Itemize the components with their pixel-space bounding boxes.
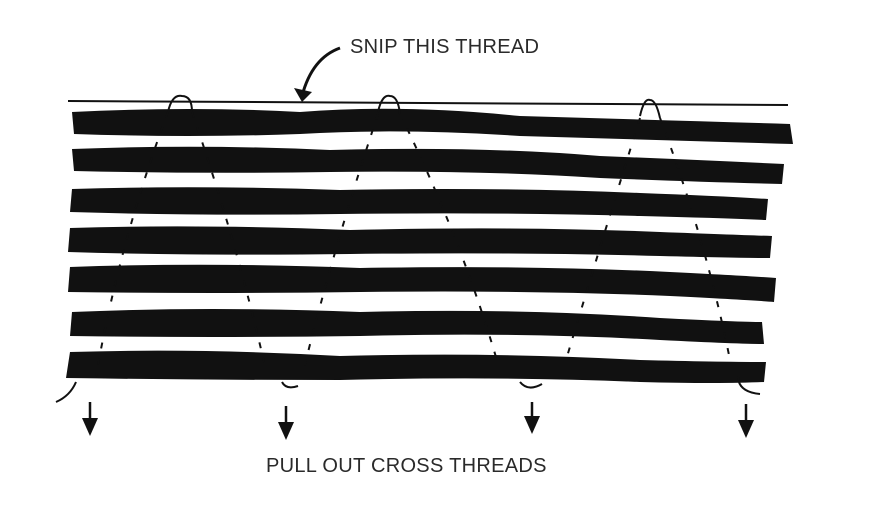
snip-callout-arrow: [294, 46, 341, 102]
cross-thread-loops: [167, 94, 661, 119]
thread-tails: [55, 375, 761, 403]
cross-thread: [399, 113, 499, 365]
cross-thread: [659, 117, 731, 361]
thread-band: [66, 350, 766, 383]
pull-arrows: [82, 402, 754, 440]
thread-band: [70, 187, 768, 220]
pull-arrow-icon: [524, 402, 540, 434]
snip-label: SNIP THIS THREAD: [350, 36, 540, 58]
thread-band: [68, 264, 776, 302]
pull-arrow-icon: [278, 406, 294, 440]
pull-label: PULL OUT CROSS THREADS: [266, 455, 547, 477]
top-thread-line: [67, 100, 789, 106]
pull-arrow-icon: [82, 402, 98, 436]
thread-band: [72, 146, 784, 184]
cross-thread: [95, 111, 169, 377]
thread-band: [72, 108, 793, 144]
thread-bands: [66, 108, 793, 383]
thread-band: [68, 226, 772, 258]
cross-thread: [191, 111, 265, 363]
thread-band: [70, 309, 764, 344]
cross-thread: [303, 113, 379, 369]
cross-threads: [95, 111, 731, 377]
pull-arrow-icon: [738, 404, 754, 438]
